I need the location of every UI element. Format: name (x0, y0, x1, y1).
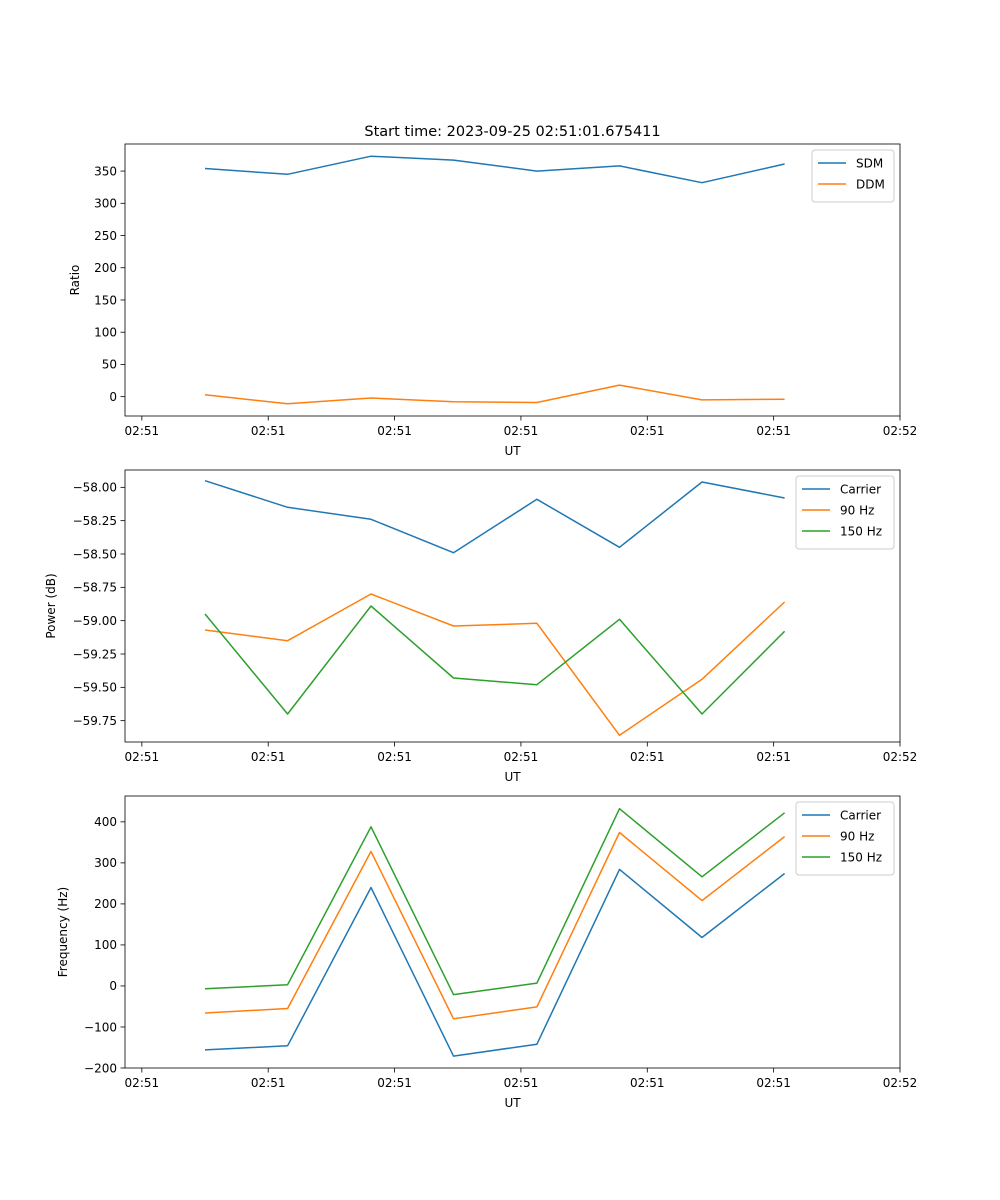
ratio-y-tick-label: 0 (109, 390, 117, 404)
frequency-x-tick-label: 02:51 (377, 1076, 412, 1090)
ratio-y-tick-label: 100 (94, 326, 117, 340)
power-y-axis-label: Power (dB) (44, 573, 58, 638)
frequency-y-tick-label: 200 (94, 897, 117, 911)
frequency-x-tick-label: 02:52 (883, 1076, 918, 1090)
power-x-tick-label: 02:51 (630, 750, 665, 764)
power-series-90-hz-line (204, 593, 786, 737)
power-panel: 02:51 02:51 02:51 02:51 02:51 02:51 02:52 −58.0… (44, 469, 918, 784)
frequency-legend-label: 150 Hz (840, 851, 882, 865)
power-y-tick-label: −59.00 (73, 614, 117, 628)
ratio-legend: SDM DDM (811, 149, 895, 203)
power-y-tick-label: −58.50 (73, 547, 117, 561)
power-y-tick-label: −59.25 (73, 647, 117, 661)
ratio-y-tick-label: 150 (94, 293, 117, 307)
power-x-tick-label: 02:51 (377, 750, 412, 764)
frequency-y-tick-label: 300 (94, 856, 117, 870)
frequency-y-tick-label: −200 (84, 1061, 117, 1075)
frequency-y-tick-label: −100 (84, 1020, 117, 1034)
ratio-x-tick-label: 02:52 (883, 424, 918, 438)
frequency-legend-label: 90 Hz (840, 830, 874, 844)
power-x-tick-label: 02:52 (883, 750, 918, 764)
power-series-carrier-line (204, 479, 785, 554)
power-legend-label: 90 Hz (840, 504, 874, 518)
frequency-y-tick-label: 400 (94, 815, 117, 829)
frequency-x-tick-label: 02:51 (756, 1076, 791, 1090)
ratio-y-tick-label: 300 (94, 197, 117, 211)
ratio-y-tick-label: 200 (94, 261, 117, 275)
power-x-tick-label: 02:51 (756, 750, 791, 764)
frequency-y-tick-label: 100 (94, 938, 117, 952)
frequency-y-axis-label: Frequency (Hz) (56, 887, 70, 978)
frequency-x-tick-label: 02:51 (125, 1076, 160, 1090)
power-y-tick-label: −58.00 (73, 481, 117, 495)
frequency-legend: Carrier 90 Hz 150 Hz (795, 801, 895, 876)
power-y-tick-label: −58.25 (73, 514, 117, 528)
ratio-y-tick-label: 50 (102, 358, 117, 372)
ratio-axes-frame (124, 143, 901, 417)
frequency-panel: 02:51 02:51 02:51 02:51 02:51 02:51 02:52 −200 −… (56, 795, 918, 1110)
power-legend-label: Carrier (840, 483, 881, 497)
ratio-y-tick-label: 250 (94, 229, 117, 243)
ratio-series-ddm-line (204, 384, 785, 405)
power-x-tick-label: 02:51 (504, 750, 539, 764)
power-y-tick-label: −59.50 (73, 681, 117, 695)
power-x-tick-label: 02:51 (125, 750, 160, 764)
frequency-x-tick-label: 02:51 (504, 1076, 539, 1090)
power-y-tick-label: −59.75 (73, 714, 117, 728)
ratio-series-sdm-line (204, 155, 785, 184)
frequency-legend-label: Carrier (840, 809, 881, 823)
power-axes-frame (124, 469, 901, 743)
chart-title: Start time: 2023-09-25 02:51:01.675411 (364, 124, 660, 140)
power-x-tick-label: 02:51 (251, 750, 286, 764)
ratio-x-tick-label: 02:51 (756, 424, 791, 438)
power-legend: Carrier 90 Hz 150 Hz (795, 475, 895, 550)
frequency-x-tick-label: 02:51 (630, 1076, 665, 1090)
ratio-y-axis-label: Ratio (68, 265, 82, 296)
power-legend-label: 150 Hz (840, 525, 882, 539)
ratio-x-tick-label: 02:51 (377, 424, 412, 438)
frequency-series-carrier-line (204, 868, 786, 1057)
ratio-x-tick-label: 02:51 (630, 424, 665, 438)
frequency-x-axis-label: UT (504, 1096, 521, 1110)
frequency-y-tick-label: 0 (109, 979, 117, 993)
ratio-x-tick-label: 02:51 (125, 424, 160, 438)
frequency-series-90-hz-line (204, 831, 786, 1020)
ratio-x-axis-label: UT (504, 444, 521, 458)
ratio-x-tick-label: 02:51 (504, 424, 539, 438)
ratio-panel: 02:51 02:51 02:51 02:51 02:51 02:51 02:52 0 50 10… (68, 143, 918, 458)
power-series-150-hz-line (204, 605, 786, 715)
power-x-axis-label: UT (504, 770, 521, 784)
ratio-legend-label: DDM (856, 178, 885, 192)
ratio-y-tick-label: 350 (94, 164, 117, 178)
frequency-series-150-hz-line (204, 807, 786, 996)
power-y-tick-label: −58.75 (73, 581, 117, 595)
ratio-legend-label: SDM (856, 157, 883, 171)
frequency-x-tick-label: 02:51 (251, 1076, 286, 1090)
ratio-x-tick-label: 02:51 (251, 424, 286, 438)
frequency-axes-frame (124, 795, 901, 1069)
